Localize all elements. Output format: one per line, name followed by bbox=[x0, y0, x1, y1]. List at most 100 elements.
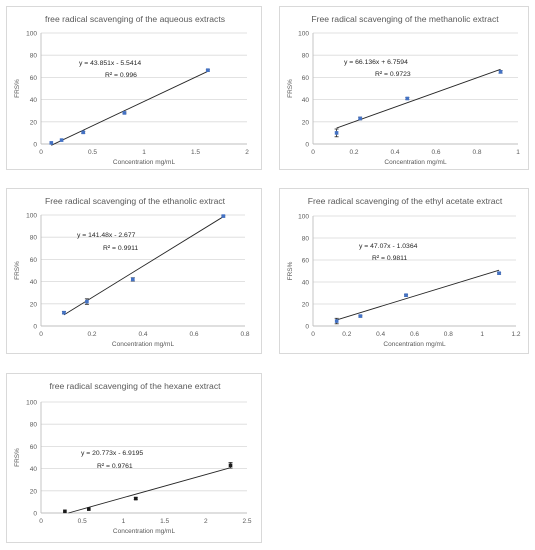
y-axis-title: FRS% bbox=[287, 261, 294, 280]
x-tick-label: 0.5 bbox=[78, 518, 87, 525]
y-tick-label: 80 bbox=[302, 236, 310, 243]
y-axis-title: FRS% bbox=[14, 261, 21, 280]
y-tick-label: 40 bbox=[30, 466, 38, 473]
trendline-r-squared: R² = 0.996 bbox=[105, 72, 137, 79]
y-tick-label: 100 bbox=[26, 31, 37, 38]
trendline-r-squared: R² = 0.9723 bbox=[375, 71, 411, 78]
y-tick-label: 40 bbox=[30, 279, 38, 286]
trendline bbox=[336, 269, 500, 321]
chart-panel-ethanolic: Free radical scavenging of the ethanolic… bbox=[6, 188, 262, 354]
x-tick-label: 0.4 bbox=[376, 331, 385, 338]
data-point bbox=[85, 299, 89, 304]
data-point bbox=[63, 509, 67, 514]
chart-title: free radical scavenging of the aqueous e… bbox=[45, 14, 225, 24]
chart-ethanolic: Free radical scavenging of the ethanolic… bbox=[14, 196, 250, 348]
x-tick-label: 0.2 bbox=[342, 331, 351, 338]
y-tick-label: 20 bbox=[302, 119, 310, 126]
x-axis-title: Concentration mg/mL bbox=[383, 341, 446, 348]
data-point bbox=[498, 70, 503, 74]
trendline bbox=[63, 216, 224, 316]
y-tick-label: 80 bbox=[302, 53, 310, 60]
x-tick-label: 1.2 bbox=[511, 331, 520, 338]
x-axis-title: Concentration mg/mL bbox=[113, 528, 176, 535]
x-tick-label: 2 bbox=[204, 518, 208, 525]
data-point bbox=[122, 111, 127, 115]
x-tick-label: 0.8 bbox=[444, 331, 453, 338]
y-tick-label: 40 bbox=[30, 97, 38, 104]
y-tick-label: 60 bbox=[30, 257, 38, 264]
x-tick-label: 0 bbox=[39, 518, 43, 525]
trendline-equation: y = 141.48x - 2.677 bbox=[77, 232, 136, 239]
x-tick-label: 0.6 bbox=[431, 149, 440, 156]
data-point bbox=[49, 141, 54, 145]
y-tick-label: 100 bbox=[298, 31, 309, 38]
y-tick-label: 0 bbox=[33, 142, 37, 149]
chart-panel-methanolic: Free radical scavenging of the methanoli… bbox=[279, 6, 529, 170]
y-tick-label: 80 bbox=[30, 422, 38, 429]
chart-panel-ethyl-acetate: Free radical scavenging of the ethyl ace… bbox=[279, 188, 529, 354]
chart-title: Free radical scavenging of the ethyl ace… bbox=[308, 196, 503, 206]
y-tick-label: 20 bbox=[30, 488, 38, 495]
x-tick-label: 0 bbox=[311, 331, 315, 338]
chart-methanolic: Free radical scavenging of the methanoli… bbox=[287, 14, 520, 166]
y-tick-label: 0 bbox=[305, 324, 309, 331]
chart-title: Free radical scavenging of the ethanolic… bbox=[45, 196, 226, 206]
data-point bbox=[81, 130, 86, 135]
chart-title: free radical scavenging of the hexane ex… bbox=[49, 381, 221, 391]
data-point bbox=[86, 507, 91, 511]
data-point bbox=[358, 314, 363, 318]
y-axis-title: FRS% bbox=[14, 448, 21, 467]
x-tick-label: 2 bbox=[245, 149, 249, 156]
data-point bbox=[62, 310, 66, 315]
x-axis-title: Concentration mg/mL bbox=[112, 341, 175, 348]
data-point bbox=[228, 463, 233, 468]
trendline-equation: y = 43.851x - 5.5414 bbox=[79, 60, 141, 67]
chart-ethyl-acetate: Free radical scavenging of the ethyl ace… bbox=[287, 196, 521, 348]
x-tick-label: 0.4 bbox=[138, 331, 147, 338]
x-tick-label: 0.8 bbox=[240, 331, 249, 338]
trendline bbox=[68, 467, 231, 514]
trendline bbox=[336, 68, 501, 129]
y-tick-label: 60 bbox=[30, 75, 38, 82]
x-tick-label: 1 bbox=[516, 149, 520, 156]
y-axis-title: FRS% bbox=[14, 79, 21, 98]
x-tick-label: 0.4 bbox=[390, 149, 399, 156]
data-point bbox=[206, 68, 210, 72]
y-tick-label: 80 bbox=[30, 53, 38, 60]
x-tick-label: 1.5 bbox=[160, 518, 169, 525]
data-point bbox=[334, 319, 339, 323]
y-tick-label: 40 bbox=[302, 280, 310, 287]
data-point bbox=[404, 293, 408, 297]
y-tick-label: 0 bbox=[33, 511, 37, 518]
x-tick-label: 1 bbox=[122, 518, 126, 525]
x-tick-label: 1 bbox=[480, 331, 484, 338]
x-tick-label: 0.2 bbox=[87, 331, 96, 338]
data-point bbox=[131, 277, 135, 282]
x-axis-title: Concentration mg/mL bbox=[384, 159, 447, 166]
chart-hexane: free radical scavenging of the hexane ex… bbox=[14, 381, 252, 535]
data-point bbox=[405, 96, 410, 101]
data-point bbox=[221, 214, 226, 218]
x-tick-label: 2.5 bbox=[242, 518, 251, 525]
data-point bbox=[133, 496, 138, 501]
trendline-equation: y = 66.136x + 6.7594 bbox=[344, 59, 408, 66]
y-axis-title: FRS% bbox=[287, 79, 294, 98]
x-tick-label: 0.6 bbox=[410, 331, 419, 338]
chart-title: Free radical scavenging of the methanoli… bbox=[311, 14, 499, 24]
y-tick-label: 0 bbox=[33, 324, 37, 331]
trendline bbox=[51, 70, 209, 146]
x-tick-label: 0 bbox=[311, 149, 315, 156]
x-tick-label: 1 bbox=[142, 149, 146, 156]
data-point bbox=[59, 138, 64, 142]
trendline-equation: y = 20.773x - 6.9195 bbox=[81, 450, 143, 457]
data-point bbox=[334, 131, 339, 135]
chart-panel-hexane: free radical scavenging of the hexane ex… bbox=[6, 373, 262, 543]
y-tick-label: 100 bbox=[26, 213, 37, 220]
y-tick-label: 60 bbox=[302, 258, 310, 265]
y-tick-label: 80 bbox=[30, 235, 38, 242]
data-point bbox=[358, 116, 362, 121]
chart-panel-aqueous: free radical scavenging of the aqueous e… bbox=[6, 6, 262, 170]
x-tick-label: 0.2 bbox=[349, 149, 358, 156]
chart-aqueous: free radical scavenging of the aqueous e… bbox=[14, 14, 249, 166]
y-tick-label: 60 bbox=[302, 75, 310, 82]
